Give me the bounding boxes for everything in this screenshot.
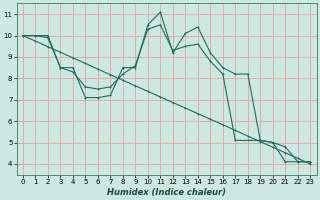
X-axis label: Humidex (Indice chaleur): Humidex (Indice chaleur) xyxy=(107,188,226,197)
